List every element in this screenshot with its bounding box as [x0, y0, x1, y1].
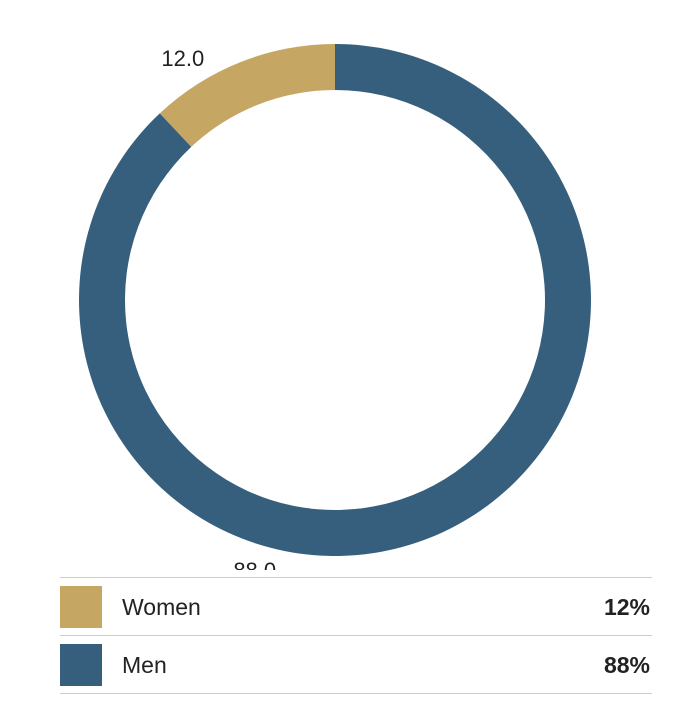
legend-label-women: Women [122, 594, 201, 620]
legend-row-men: Men 88% [60, 636, 652, 694]
legend-value-men: 88% [603, 652, 650, 678]
donut-chart-svg: 12.0 88.0 [78, 44, 591, 583]
donut-chart: 12.0 88.0 [78, 44, 591, 583]
legend-label-men: Men [122, 652, 167, 678]
data-label-women: 12.0 [161, 46, 204, 71]
slice-men [78, 44, 591, 556]
legend-swatch-women [60, 586, 102, 628]
slice-women [159, 44, 335, 147]
legend-value-women: 12% [603, 594, 650, 620]
legend-row-women: Women 12% [60, 578, 652, 636]
legend-swatch-men [60, 644, 102, 686]
data-label-men: 88.0 [233, 558, 276, 570]
legend: Women 12% Men 88% [60, 577, 652, 694]
